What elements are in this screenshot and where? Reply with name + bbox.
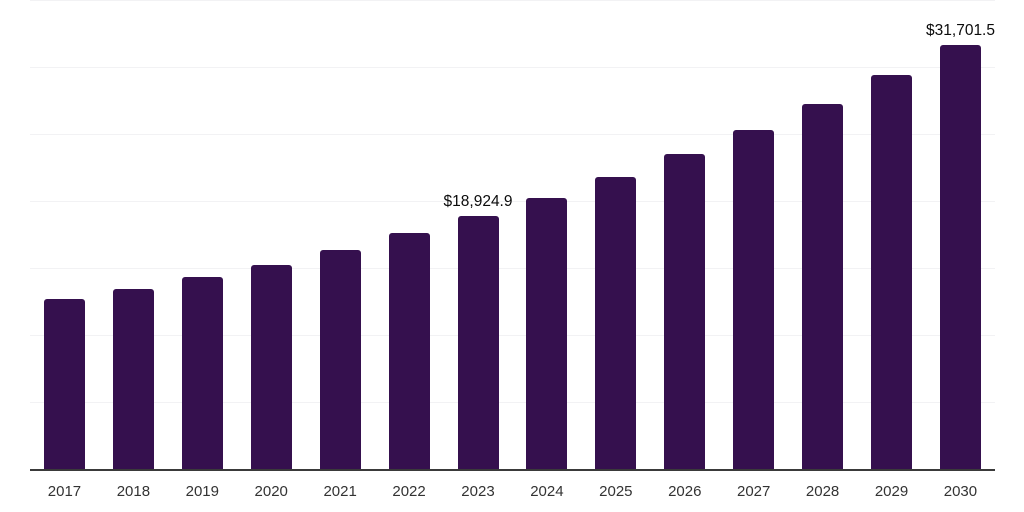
- x-tick-label: 2021: [323, 483, 357, 500]
- bar-2026: [664, 154, 706, 470]
- x-tick-label: 2026: [668, 483, 702, 500]
- x-tick-label: 2025: [599, 483, 633, 500]
- plot-area: $18,924.9 $31,701.5: [30, 0, 995, 470]
- bar-slot: [857, 1, 926, 470]
- gridline: [30, 0, 995, 1]
- bar-slot: [306, 1, 375, 470]
- x-tick-label: 2028: [805, 483, 840, 500]
- bar-slot: [30, 1, 99, 470]
- bar-slot: $31,701.5: [926, 1, 995, 470]
- bar-2022: [388, 233, 430, 470]
- bar-slot: $18,924.9: [444, 1, 513, 470]
- bar-2020: [250, 264, 292, 470]
- bar-2027: [733, 130, 775, 470]
- x-tick-label: 2023: [461, 483, 495, 500]
- bar-slot: [788, 1, 857, 470]
- x-tick-label: 2019: [185, 483, 219, 500]
- bar-slot: [650, 1, 719, 470]
- bar-2023: [457, 216, 499, 470]
- bar-slot: [513, 1, 582, 470]
- bar-2025: [595, 177, 637, 470]
- bar-slot: [168, 1, 237, 470]
- bar-2021: [319, 249, 361, 470]
- x-tick-label: 2017: [47, 483, 82, 500]
- bars-row: $18,924.9 $31,701.5: [30, 1, 995, 470]
- bar-2024: [526, 197, 568, 470]
- gridline: [30, 335, 995, 336]
- x-tick-label: 2024: [530, 483, 564, 500]
- data-label: $18,924.9: [443, 192, 513, 210]
- bar-slot: [99, 1, 168, 470]
- bar-2017: [43, 299, 85, 470]
- gridline: [30, 402, 995, 403]
- bar-slot: [719, 1, 788, 470]
- bar-2029: [871, 75, 913, 470]
- bar-slot: [237, 1, 306, 470]
- x-tick-label: 2029: [874, 483, 909, 500]
- x-tick-label: 2027: [736, 483, 771, 500]
- bar-2018: [112, 288, 154, 470]
- gridline: [30, 134, 995, 135]
- x-axis-line: [30, 469, 995, 471]
- x-tick-label: 2020: [254, 483, 288, 500]
- bar-2030: [940, 45, 982, 470]
- gridline: [30, 67, 995, 68]
- x-axis-labels: 2017 2018 2019 2020 2021 2022 2023 2024 2025 2026…: [30, 484, 995, 499]
- bar-2019: [181, 277, 223, 470]
- x-tick-label: 2018: [116, 483, 151, 500]
- gridlines: [30, 0, 995, 470]
- bar-slot: [581, 1, 650, 470]
- bar-slot: [375, 1, 444, 470]
- data-label: $31,701.5: [926, 21, 995, 39]
- bar-2028: [802, 103, 844, 470]
- gridline: [30, 268, 995, 269]
- gridline: [30, 201, 995, 202]
- x-tick-label: 2030: [943, 483, 978, 500]
- x-tick-label: 2022: [392, 483, 426, 500]
